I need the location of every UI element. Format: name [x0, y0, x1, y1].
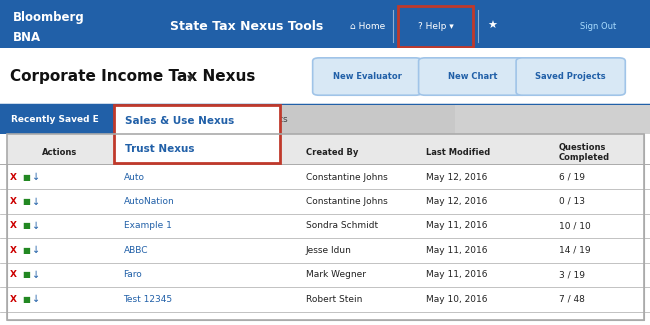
Bar [156, 105, 455, 134]
Bar [6, 134, 644, 320]
Bar [6, 134, 644, 163]
Text: 10 / 10: 10 / 10 [559, 221, 591, 230]
Text: ⌂ Home: ⌂ Home [350, 22, 385, 31]
Text: May 12, 2016: May 12, 2016 [426, 173, 487, 182]
Text: X: X [10, 246, 16, 255]
Text: Created By: Created By [306, 148, 358, 157]
Text: Mark Wegner: Mark Wegner [306, 270, 365, 280]
Text: Test 12345: Test 12345 [124, 295, 173, 304]
Text: May 11, 2016: May 11, 2016 [426, 270, 488, 280]
Text: AutoNation: AutoNation [124, 197, 174, 206]
Text: ■: ■ [22, 246, 30, 255]
FancyBboxPatch shape [516, 58, 625, 95]
Text: State Tax Nexus Tools: State Tax Nexus Tools [170, 20, 324, 33]
Text: New Evaluator: New Evaluator [333, 72, 402, 81]
Text: X: X [10, 270, 16, 280]
Text: Recently Saved E: Recently Saved E [12, 115, 99, 124]
Text: Corporate Income Tax Nexus: Corporate Income Tax Nexus [10, 69, 255, 84]
Text: X: X [10, 221, 16, 230]
FancyBboxPatch shape [114, 105, 280, 163]
Text: ↓: ↓ [32, 245, 40, 255]
Text: X: X [10, 173, 16, 182]
Text: Bloomberg: Bloomberg [13, 11, 84, 24]
Text: Faro: Faro [124, 270, 142, 280]
Text: ↓: ↓ [32, 221, 40, 231]
Text: Example 1: Example 1 [124, 221, 172, 230]
Text: ? Help ▾: ? Help ▾ [417, 22, 454, 31]
Text: Sondra Schmidt: Sondra Schmidt [306, 221, 378, 230]
Text: Actions: Actions [42, 148, 77, 157]
Text: 14 / 19: 14 / 19 [559, 246, 591, 255]
Text: ABBC: ABBC [124, 246, 148, 255]
Text: 3 / 19: 3 / 19 [559, 270, 585, 280]
Text: Sales & Use Nexus: Sales & Use Nexus [125, 116, 235, 125]
Text: aved Charts: aved Charts [233, 115, 287, 124]
FancyBboxPatch shape [313, 58, 422, 95]
Text: ↓: ↓ [32, 270, 40, 280]
Text: ■: ■ [22, 173, 30, 182]
Text: Auto: Auto [124, 173, 144, 182]
Text: May 12, 2016: May 12, 2016 [426, 197, 487, 206]
FancyBboxPatch shape [419, 58, 528, 95]
Text: Constantine Johns: Constantine Johns [306, 173, 387, 182]
Text: Sign Out: Sign Out [580, 22, 616, 31]
Text: ↓: ↓ [32, 294, 40, 304]
Text: New Chart: New Chart [448, 72, 498, 81]
Text: ★: ★ [488, 21, 498, 31]
Text: Questions
Completed: Questions Completed [559, 143, 610, 162]
Text: ↓: ↓ [32, 197, 40, 206]
Text: ■: ■ [22, 221, 30, 230]
Text: X: X [10, 197, 16, 206]
Text: Trust Nexus: Trust Nexus [125, 144, 195, 154]
FancyBboxPatch shape [0, 0, 650, 48]
Text: 0 / 13: 0 / 13 [559, 197, 585, 206]
Text: May 11, 2016: May 11, 2016 [426, 246, 488, 255]
Text: BNA: BNA [13, 31, 41, 44]
Bar [0, 105, 156, 134]
Bar [0, 48, 650, 105]
Text: 7 / 48: 7 / 48 [559, 295, 585, 304]
Text: Robert Stein: Robert Stein [306, 295, 362, 304]
Text: May 11, 2016: May 11, 2016 [426, 221, 488, 230]
FancyBboxPatch shape [398, 6, 473, 47]
Text: Project Name: Project Name [124, 148, 187, 157]
Text: Constantine Johns: Constantine Johns [306, 197, 387, 206]
Text: ■: ■ [22, 270, 30, 280]
Bar [455, 105, 650, 134]
Text: May 10, 2016: May 10, 2016 [426, 295, 488, 304]
Text: ■: ■ [22, 295, 30, 304]
Text: ■: ■ [22, 197, 30, 206]
Text: X: X [10, 295, 16, 304]
Text: ↓: ↓ [32, 172, 40, 182]
Text: ▾: ▾ [187, 72, 194, 85]
Text: 6 / 19: 6 / 19 [559, 173, 585, 182]
Text: Last Modified: Last Modified [426, 148, 490, 157]
Text: Saved Projects: Saved Projects [536, 72, 606, 81]
Text: Jesse Idun: Jesse Idun [306, 246, 352, 255]
